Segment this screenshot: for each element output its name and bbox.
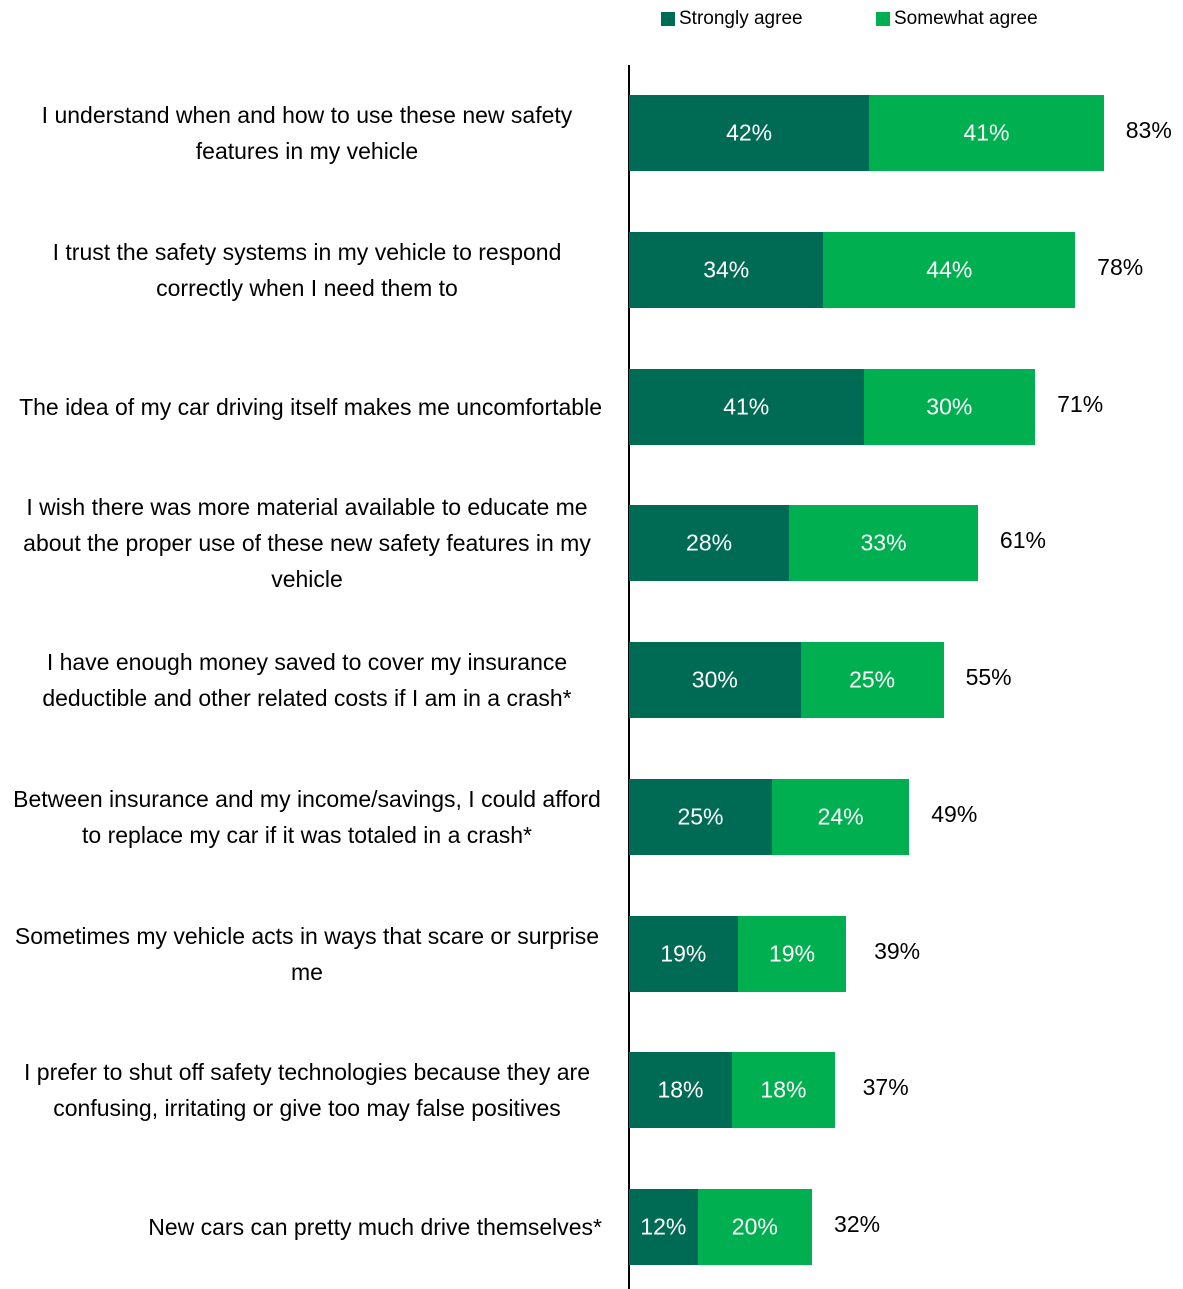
legend-label: Somewhat agree — [894, 8, 1038, 29]
bar-value-label: 33% — [860, 529, 907, 556]
bar-segment — [823, 231, 1076, 308]
bar-segment — [629, 1189, 698, 1265]
bar-value-label: 34% — [703, 256, 750, 283]
bar-segment — [863, 368, 1036, 445]
bar-value-label: 44% — [926, 256, 973, 283]
bar-segment — [629, 1052, 732, 1129]
bar-segment — [629, 915, 738, 992]
category-label: I trust the safety systems in my vehicle… — [52, 238, 562, 301]
total-label: 55% — [965, 663, 1012, 690]
category-label: I understand when and how to use these n… — [41, 102, 573, 164]
bar-value-label: 25% — [677, 803, 724, 830]
category-label: Between insurance and my income/savings,… — [13, 785, 601, 848]
total-label: 71% — [1057, 390, 1104, 417]
legend-item: Strongly agree — [661, 8, 803, 30]
bar-value-label: 30% — [691, 666, 738, 693]
bar-segment — [731, 1052, 835, 1129]
bar-segment — [629, 642, 801, 718]
category-label: Sometimes my vehicle acts in ways that s… — [14, 922, 600, 985]
total-label: 78% — [1097, 253, 1144, 280]
bar-value-label: 19% — [768, 940, 816, 966]
bar-segment — [629, 231, 824, 308]
bar-value-label: 12% — [640, 1213, 687, 1240]
legend-label: Strongly agree — [679, 8, 803, 29]
category-label: New cars can pretty much drive themselve… — [148, 1214, 602, 1240]
bar-value-label: 30% — [926, 393, 973, 419]
category-label: I have enough money saved to cover my in… — [42, 649, 572, 711]
legend-swatch — [876, 12, 890, 26]
total-label: 61% — [999, 527, 1046, 554]
category-label: I wish there was more material available… — [23, 494, 591, 593]
bar-segment — [789, 505, 978, 582]
bar-segment — [697, 1189, 813, 1265]
bar-value-label: 41% — [723, 393, 770, 419]
bar-value-label: 25% — [849, 666, 896, 693]
bar-segment — [629, 368, 864, 445]
total-label: 83% — [1125, 116, 1172, 143]
legend-swatch — [661, 12, 675, 26]
legend-item: Somewhat agree — [876, 8, 1038, 30]
bar-segment — [772, 778, 910, 855]
bar-value-label: 19% — [660, 940, 707, 966]
category-label: The idea of my car driving itself makes … — [19, 393, 602, 420]
bar-segment — [737, 915, 847, 992]
bar-value-label: 18% — [760, 1076, 807, 1103]
bar-value-label: 24% — [817, 803, 864, 830]
total-label: 37% — [862, 1074, 909, 1101]
bar-segment — [629, 505, 790, 582]
total-label: 39% — [874, 937, 921, 964]
total-label: 32% — [834, 1210, 881, 1237]
bar-segment — [869, 95, 1104, 171]
bar-segment — [629, 95, 870, 171]
total-label: 49% — [931, 800, 978, 827]
bar-value-label: 28% — [686, 529, 733, 556]
bar-value-label: 18% — [657, 1076, 704, 1103]
bar-value-label: 41% — [963, 119, 1010, 146]
bar-value-label: 42% — [726, 119, 773, 146]
category-label: I prefer to shut off safety technologies… — [24, 1059, 590, 1122]
bar-value-label: 20% — [731, 1213, 778, 1240]
bar-segment — [800, 642, 944, 718]
bar-segment — [629, 778, 772, 855]
